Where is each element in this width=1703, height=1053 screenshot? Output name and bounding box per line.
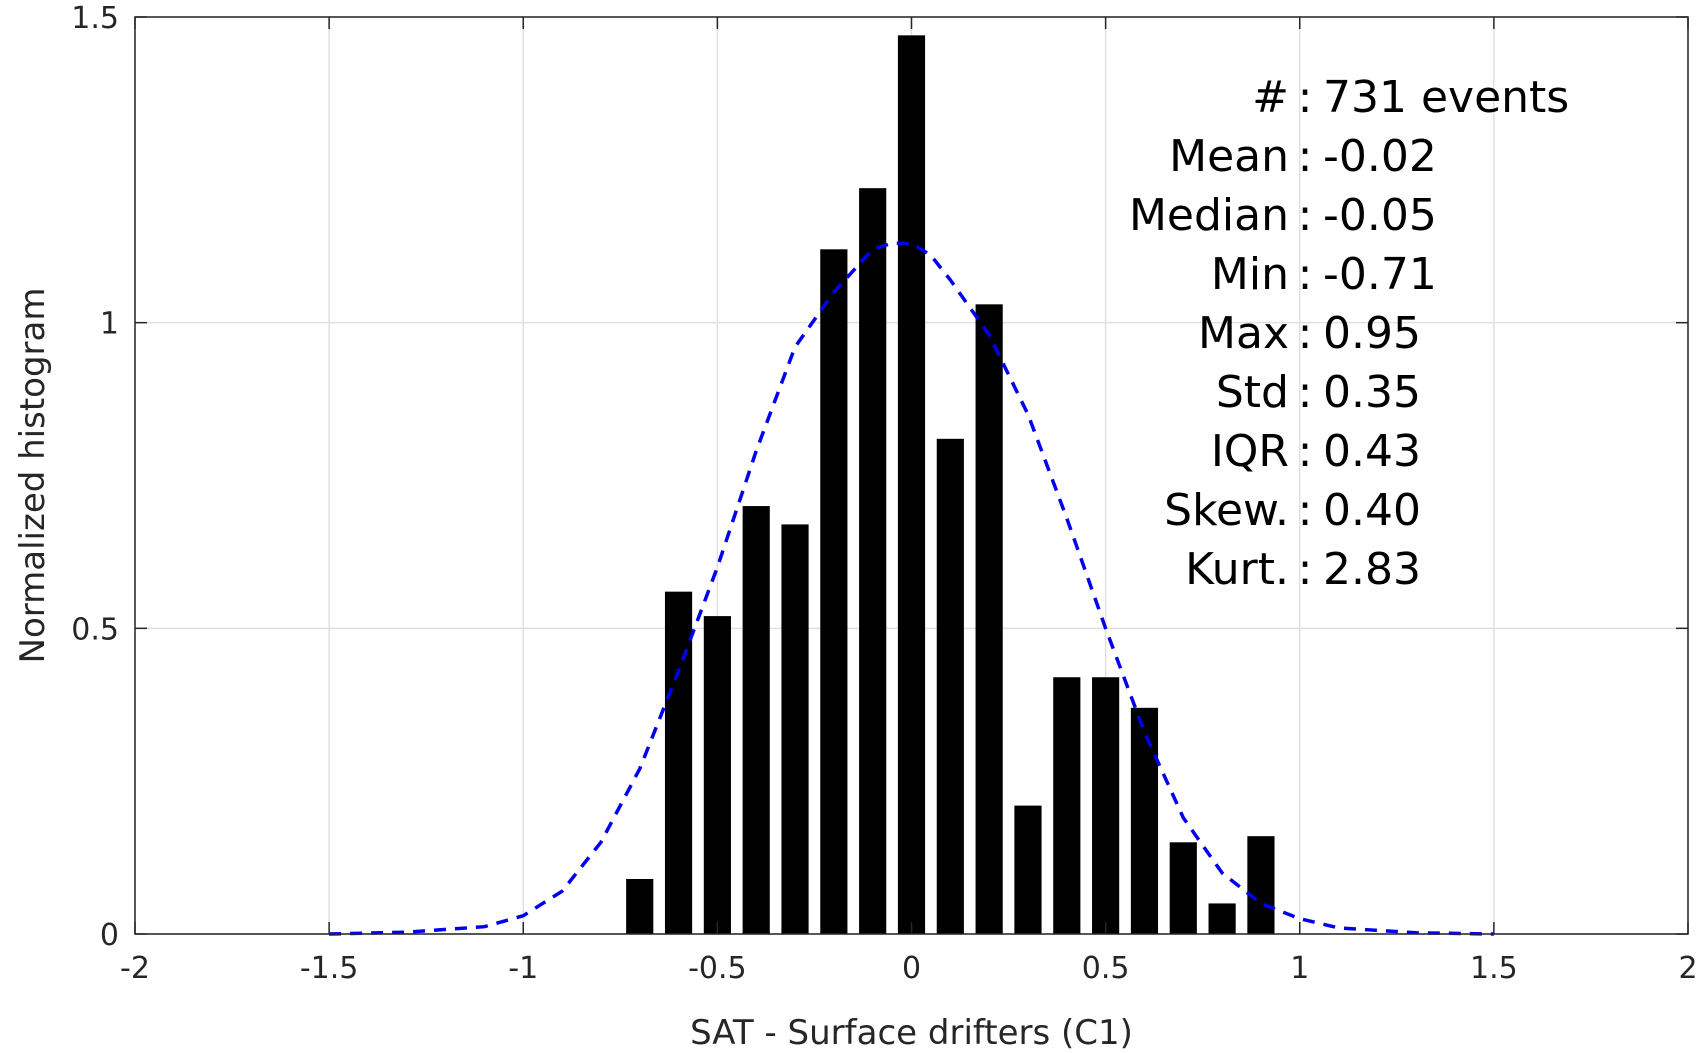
y-tick-label-1: 0.5: [71, 612, 119, 647]
x-tick-label-6: 1: [1290, 951, 1309, 986]
stat-colon-3: :: [1298, 249, 1313, 300]
x-tick-label-7: 1.5: [1470, 951, 1518, 986]
histogram-bar-8: [936, 438, 964, 934]
stat-label-6: IQR: [1211, 426, 1289, 477]
y-axis-label: Normalized histogram: [13, 288, 53, 664]
stat-value-7: 0.40: [1323, 485, 1421, 536]
stat-colon-6: :: [1298, 426, 1313, 477]
stat-colon-5: :: [1298, 367, 1313, 418]
histogram-bar-9: [975, 304, 1003, 934]
stat-colon-0: :: [1298, 72, 1313, 123]
stat-colon-1: :: [1298, 131, 1313, 182]
histogram-bar-10: [1014, 805, 1042, 934]
stat-label-7: Skew.: [1164, 485, 1289, 536]
stat-value-3: -0.71: [1323, 249, 1437, 300]
stat-label-3: Min: [1211, 249, 1289, 300]
x-tick-label-4: 0: [902, 951, 921, 986]
histogram-bars: [626, 35, 1275, 935]
stat-value-6: 0.43: [1323, 426, 1421, 477]
stat-label-1: Mean: [1169, 131, 1289, 182]
stat-colon-2: :: [1298, 190, 1313, 241]
histogram-bar-2: [703, 616, 731, 934]
stat-value-4: 0.95: [1323, 308, 1421, 359]
histogram-bar-1: [664, 591, 693, 934]
x-tick-label-2: -1: [508, 951, 538, 986]
stat-value-8: 2.83: [1323, 544, 1421, 595]
x-axis-label: SAT - Surface drifters (C1): [690, 1013, 1133, 1053]
stat-colon-4: :: [1298, 308, 1313, 359]
y-tick-label-3: 1.5: [71, 1, 119, 36]
histogram-bar-16: [1247, 836, 1275, 934]
stat-value-1: -0.02: [1323, 131, 1437, 182]
histogram-bar-4: [781, 524, 809, 934]
fit-curve: [329, 241, 1494, 936]
histogram-bar-12: [1092, 677, 1120, 934]
x-tick-label-5: 0.5: [1082, 951, 1130, 986]
histogram-bar-11: [1053, 677, 1081, 934]
histogram-bar-0: [626, 878, 654, 934]
histogram-bar-7: [897, 35, 926, 934]
y-tick-label-0: 0: [100, 918, 119, 953]
stat-value-0: 731 events: [1323, 72, 1569, 123]
stat-colon-8: :: [1298, 544, 1313, 595]
stat-label-5: Std: [1216, 367, 1289, 418]
x-tick-label-3: -0.5: [688, 951, 747, 986]
axis-ticks: [134, 16, 1689, 935]
stat-value-5: 0.35: [1323, 367, 1421, 418]
x-tick-labels: -2 -1.5 -1 -0.5 0 0.5 1 1.5 2: [120, 951, 1698, 986]
y-tick-label-2: 1: [100, 307, 119, 342]
stat-label-2: Median: [1129, 190, 1289, 241]
histogram-bar-3: [742, 506, 770, 934]
stat-value-2: -0.05: [1323, 190, 1437, 241]
stat-label-0: #: [1252, 72, 1289, 123]
histogram-bar-13: [1130, 707, 1159, 934]
histogram-bar-5: [820, 249, 848, 935]
x-tick-label-1: -1.5: [300, 951, 359, 986]
stat-label-8: Kurt.: [1185, 544, 1289, 595]
y-tick-labels: 0 0.5 1 1.5: [71, 1, 119, 953]
histogram-bar-14: [1169, 842, 1197, 934]
stat-label-4: Max: [1198, 308, 1289, 359]
x-tick-label-0: -2: [120, 951, 150, 986]
stat-colon-7: :: [1298, 485, 1313, 536]
x-tick-label-8: 2: [1678, 951, 1697, 986]
histogram-bar-15: [1208, 903, 1236, 934]
histogram-bar-6: [859, 188, 887, 934]
